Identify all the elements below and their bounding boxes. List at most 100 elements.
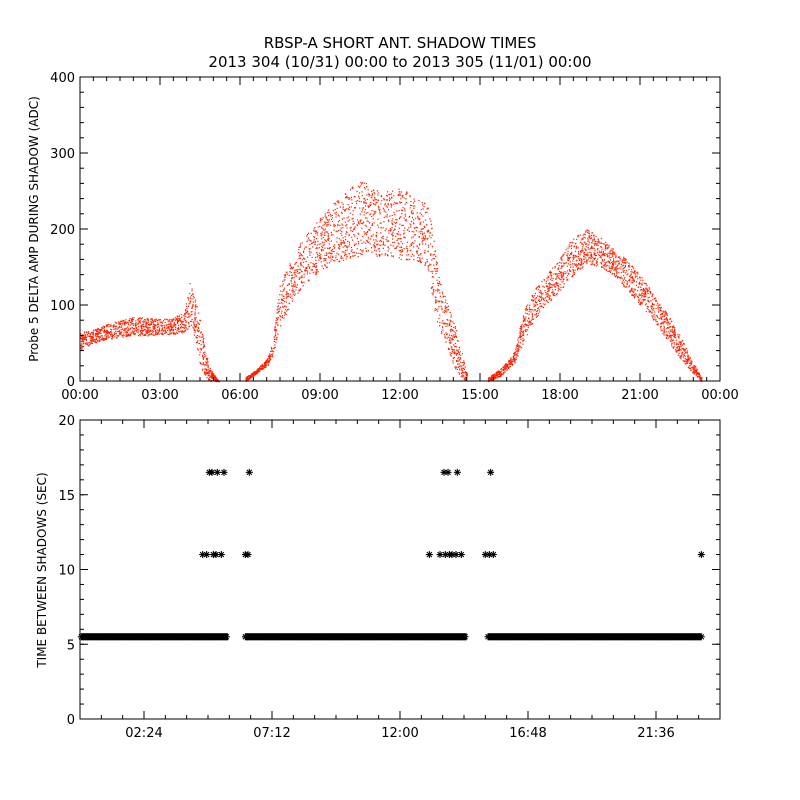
top-panel-data-point <box>575 255 577 257</box>
top-panel-data-point <box>462 364 464 366</box>
top-panel-data-point <box>337 200 339 202</box>
top-panel-data-point <box>611 248 613 250</box>
top-panel-data-point <box>455 346 457 348</box>
top-panel-data-point <box>306 235 308 237</box>
top-panel-data-point <box>189 283 191 285</box>
top-panel-data-point <box>466 374 468 376</box>
top-panel-data-point <box>447 305 449 307</box>
top-panel-data-point <box>645 303 647 305</box>
top-panel-data-point <box>83 331 85 333</box>
top-panel-data-point <box>422 234 424 236</box>
top-panel-data-point <box>561 265 563 267</box>
top-panel-data-point <box>649 311 651 313</box>
top-panel-data-point <box>119 333 121 335</box>
top-panel-data-point <box>529 307 531 309</box>
top-panel-data-point <box>393 211 395 214</box>
top-panel-data-point <box>352 220 354 222</box>
top-panel-data-point <box>550 272 553 274</box>
top-panel-data-point <box>327 247 329 249</box>
top-panel-data-point <box>410 211 412 213</box>
top-panel-data-point <box>191 320 193 323</box>
top-panel-data-point <box>316 252 318 254</box>
top-panel-data-point <box>574 245 576 247</box>
top-panel-data-point <box>342 246 344 248</box>
top-panel-data-point <box>415 230 417 232</box>
top-panel-data-point <box>171 327 173 329</box>
top-panel-data-point <box>340 233 342 235</box>
top-panel-data-point <box>450 342 452 344</box>
top-panel-data-point <box>622 270 624 272</box>
top-panel-data-point <box>550 299 552 302</box>
top-panel-data-point <box>157 322 159 324</box>
top-panel-data-point <box>593 243 595 245</box>
top-panel-data-point <box>342 208 344 210</box>
top-panel-data-point <box>455 352 457 354</box>
top-panel-data-point <box>201 369 204 371</box>
top-panel-data-point <box>525 312 527 314</box>
top-panel-data-point <box>461 372 463 374</box>
top-panel-data-point <box>453 344 455 346</box>
top-panel-data-point <box>105 331 107 333</box>
top-panel-data-point <box>447 347 449 350</box>
top-panel-data-point <box>609 263 611 265</box>
top-panel-data-point <box>368 250 370 252</box>
top-panel-data-point <box>539 295 541 297</box>
top-panel-data-point <box>671 343 673 345</box>
top-panel-data-point <box>352 187 354 189</box>
top-panel-data-point <box>363 182 365 184</box>
top-panel-data-point <box>80 345 82 347</box>
top-panel-data-point <box>157 332 159 334</box>
top-panel-data-point <box>541 280 543 283</box>
top-panel-data-point <box>522 330 524 332</box>
top-panel-data-point <box>282 280 284 282</box>
top-panel-data-point <box>114 330 117 332</box>
top-panel-data-point <box>326 262 328 264</box>
top-panel-data-point <box>320 261 322 263</box>
top-panel-data-point <box>655 315 657 317</box>
top-panel-data-point <box>634 288 636 290</box>
top-panel-data-point <box>538 299 540 301</box>
top-panel-data-point <box>436 321 439 323</box>
top-panel-data-point <box>418 199 420 202</box>
top-panel-data-point <box>146 332 148 334</box>
top-panel-data-point <box>455 336 458 338</box>
top-panel-data-point <box>585 254 587 256</box>
top-panel-data-point <box>581 242 583 244</box>
top-panel-data-point <box>610 267 612 269</box>
top-panel-data-point <box>298 278 300 280</box>
top-panel-data-point <box>616 260 618 262</box>
top-panel-data-point <box>165 327 167 329</box>
top-panel-data-point <box>211 372 213 374</box>
top-panel-data-point <box>564 271 566 273</box>
top-panel-data-point <box>387 240 389 242</box>
top-panel-data-point <box>538 309 540 311</box>
top-panel-data-point <box>568 273 570 275</box>
top-panel-data-point <box>246 376 248 378</box>
top-panel-data-point <box>522 340 524 342</box>
top-panel-data-point <box>144 333 147 335</box>
top-panel-data-point <box>596 262 598 264</box>
top-panel-data-point <box>361 211 363 213</box>
top-panel-data-point <box>193 297 195 299</box>
top-panel-data-point <box>158 333 160 335</box>
top-panel-data-point <box>616 266 618 268</box>
top-panel-data-point <box>380 222 382 224</box>
top-panel-data-point <box>181 326 183 328</box>
top-panel-data-point <box>666 313 668 315</box>
top-panel-data-point <box>661 313 664 315</box>
top-panel-data-point <box>308 279 310 281</box>
top-panel-data-point <box>670 340 672 342</box>
top-panel-data-point <box>591 247 593 249</box>
top-panel-data-point <box>398 188 400 190</box>
top-panel-data-point <box>568 257 570 259</box>
top-panel-data-point <box>578 264 580 266</box>
top-panel-data-point <box>640 289 642 291</box>
top-panel-data-point <box>583 252 585 254</box>
top-panel-data-point <box>666 314 668 316</box>
top-panel-data-point <box>307 234 309 236</box>
top-panel-data-point <box>391 193 393 195</box>
top-panel-data-point <box>265 360 267 362</box>
top-panel-data-point <box>527 327 529 329</box>
top-panel-data-point <box>531 299 533 301</box>
top-panel-data-point <box>663 328 665 330</box>
